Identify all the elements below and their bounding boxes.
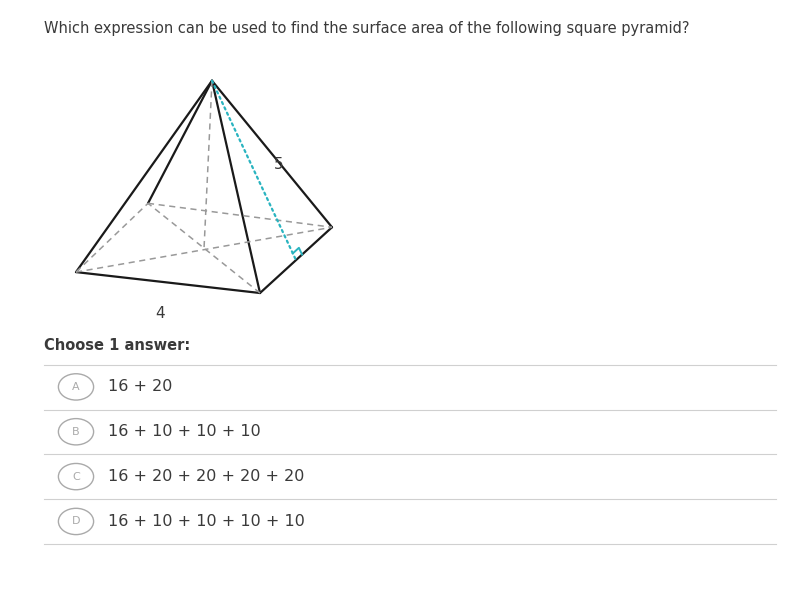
Text: C: C bbox=[72, 472, 80, 481]
Text: 16 + 10 + 10 + 10 + 10: 16 + 10 + 10 + 10 + 10 bbox=[108, 514, 305, 529]
Text: B: B bbox=[72, 427, 80, 437]
Text: 4: 4 bbox=[155, 306, 165, 322]
Text: 16 + 20 + 20 + 20 + 20: 16 + 20 + 20 + 20 + 20 bbox=[108, 469, 304, 484]
Text: 16 + 20: 16 + 20 bbox=[108, 379, 172, 395]
Text: Choose 1 answer:: Choose 1 answer: bbox=[44, 338, 190, 353]
Text: 16 + 10 + 10 + 10: 16 + 10 + 10 + 10 bbox=[108, 424, 261, 440]
Text: D: D bbox=[72, 517, 80, 526]
Text: A: A bbox=[72, 382, 80, 392]
Text: 5: 5 bbox=[274, 157, 284, 172]
Text: Which expression can be used to find the surface area of the following square py: Which expression can be used to find the… bbox=[44, 21, 690, 36]
